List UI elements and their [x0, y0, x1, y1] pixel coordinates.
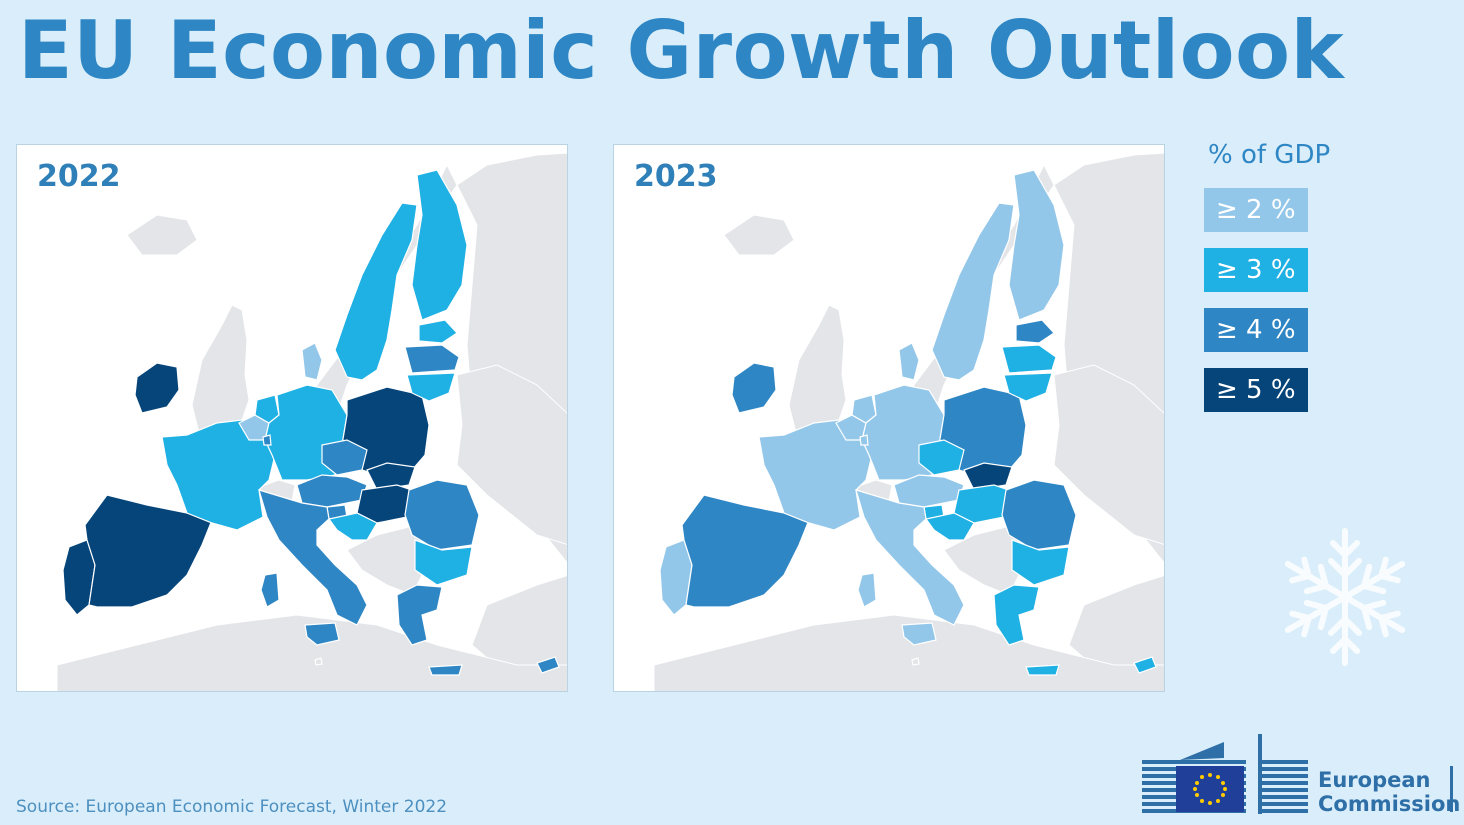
country-spain — [681, 494, 810, 608]
country-estonia — [1015, 319, 1055, 344]
europe-map-2023 — [653, 152, 1164, 691]
country-finland — [1008, 169, 1065, 321]
page-title: EU Economic Growth Outlook — [18, 4, 1345, 97]
country-ireland — [134, 362, 180, 414]
country-latvia — [404, 344, 460, 374]
snowflake-icon — [1270, 528, 1420, 672]
legend-item-4pct: ≥ 4 % — [1204, 308, 1308, 352]
country-czechia — [321, 439, 368, 476]
eu-flag-icon — [1176, 766, 1244, 812]
country-croatia — [327, 512, 378, 541]
europe-map-2022 — [56, 152, 567, 691]
country-croatia — [924, 512, 975, 541]
european-commission-wordmark: European Commission — [1318, 768, 1460, 816]
logo-line-2: Commission — [1318, 792, 1461, 816]
country-greece — [396, 584, 443, 646]
country-romania — [404, 479, 480, 551]
land-iceland — [126, 214, 198, 256]
map-2023: 2023 — [613, 144, 1165, 692]
country-cyprus — [1133, 656, 1157, 674]
source-note: Source: European Economic Forecast, Wint… — [16, 797, 448, 817]
country-denmark — [898, 342, 920, 381]
country-greece — [993, 584, 1040, 646]
land-belarus-ukraine — [456, 364, 567, 545]
country-italy — [855, 489, 965, 626]
country-luxembourg — [859, 434, 869, 446]
country-romania — [1001, 479, 1077, 551]
legend-title: % of GDP — [1208, 140, 1331, 170]
map-year-label: 2023 — [634, 159, 718, 194]
country-malta — [314, 657, 323, 666]
map-year-label: 2022 — [37, 159, 121, 194]
country-lithuania — [1003, 372, 1053, 402]
country-crete — [428, 664, 463, 676]
land-balkans — [943, 524, 1025, 596]
country-sicily — [304, 622, 340, 646]
country-latvia — [1001, 344, 1057, 374]
country-sardinia — [857, 572, 877, 608]
country-italy — [258, 489, 368, 626]
country-estonia — [418, 319, 458, 344]
country-cyprus — [536, 656, 560, 674]
country-lithuania — [406, 372, 456, 402]
country-czechia — [918, 439, 965, 476]
country-luxembourg — [262, 434, 272, 446]
legend-item-2pct: ≥ 2 % — [1204, 188, 1308, 232]
land-belarus-ukraine — [1053, 364, 1164, 545]
country-crete — [1025, 664, 1060, 676]
country-slovakia — [963, 462, 1013, 491]
european-commission-logo — [1142, 734, 1453, 814]
country-sweden — [334, 202, 418, 381]
country-ireland — [731, 362, 777, 414]
country-sicily — [901, 622, 937, 646]
country-denmark — [301, 342, 323, 381]
country-sardinia — [260, 572, 280, 608]
land-iceland — [723, 214, 795, 256]
country-spain — [84, 494, 213, 608]
legend-item-5pct: ≥ 5 % — [1204, 368, 1308, 412]
legend-item-3pct: ≥ 3 % — [1204, 248, 1308, 292]
country-finland — [411, 169, 468, 321]
country-slovakia — [366, 462, 416, 491]
country-bulgaria — [1011, 539, 1070, 586]
country-bulgaria — [414, 539, 473, 586]
map-2022: 2022 — [16, 144, 568, 692]
country-malta — [911, 657, 920, 666]
logo-line-1: European — [1318, 768, 1431, 792]
land-balkans — [346, 524, 428, 596]
country-sweden — [931, 202, 1015, 381]
